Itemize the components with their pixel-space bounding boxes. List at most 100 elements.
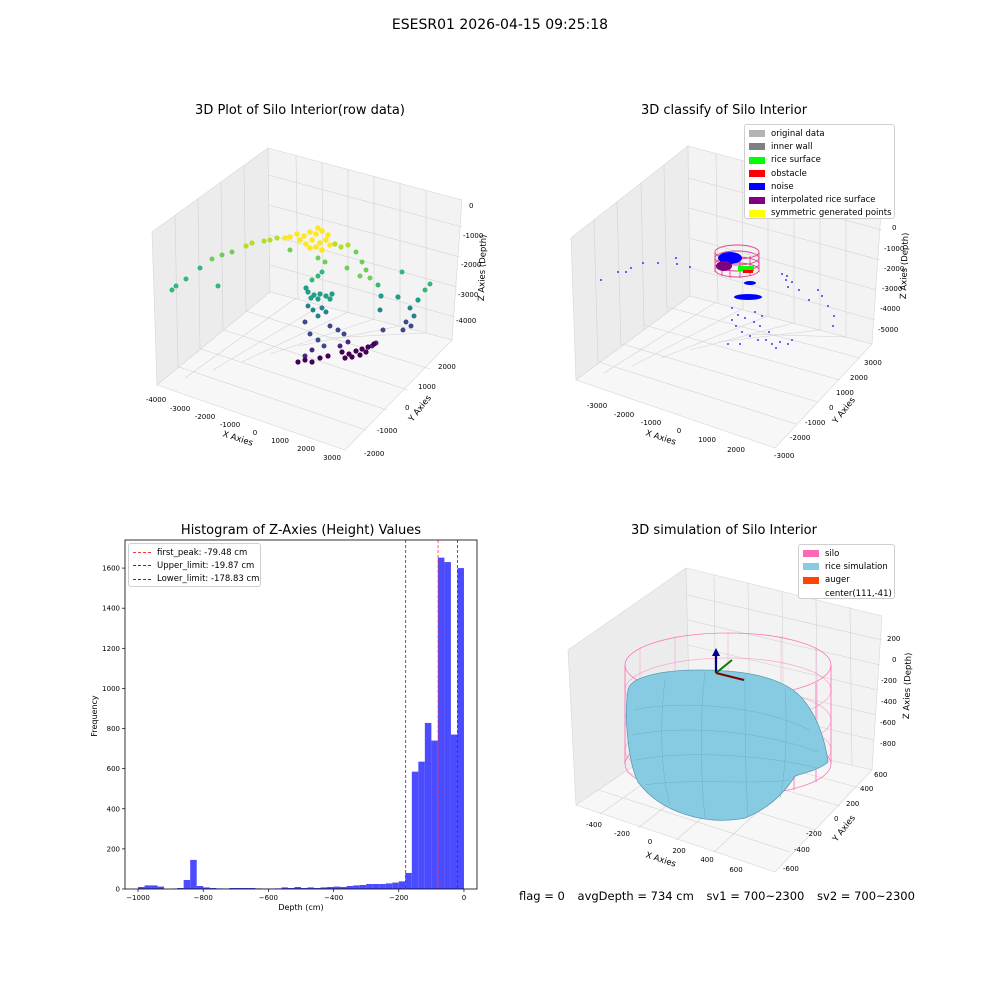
p4-tick-labels: -400 -200 0 200 400 600 -600 -400 -200 0… [586,635,900,874]
p1-zlabel: Z Axies (Depth) [477,234,489,301]
histogram-ytick-label: 400 [107,805,120,813]
legend-swatch [133,565,151,567]
legend-swatch [803,576,819,584]
p4-ztick: -600 [880,719,896,727]
p2-xtick: -3000 [587,402,607,410]
histogram-bar [235,887,243,889]
legend-item: rice simulation [803,560,890,573]
status-sv2: sv2 = 700~2300 [817,889,915,903]
p2-class-points [600,252,835,349]
legend-item: interpolated rice surface [749,193,890,206]
histogram-bar [437,557,445,889]
p4-rice-surface [626,669,829,821]
histogram-bar [138,886,145,889]
legend-label: Lower_limit: -178.83 cm [157,574,260,585]
p4-xtick: 0 [648,838,652,846]
legend-swatch [749,209,765,217]
histogram-ytick-label: 0 [116,886,120,894]
histogram-bar [353,885,360,889]
histogram-bar [424,722,432,889]
p1-xlabel: X Axies [221,429,254,448]
histogram-legend: first_peak: -79.48 cm Upper_limit: -19.8… [128,543,261,587]
legend-swatch [749,170,765,178]
p4-ytick: -200 [806,830,822,838]
histogram-bars [138,557,464,889]
histogram-bar [398,881,406,889]
histogram-bar [151,885,158,889]
histogram-chart: −1000 −800 −600 −400 −200 0 0 200 400 600 800 1000… [90,539,478,912]
legend-item: Upper_limit: -19.87 cm [133,559,256,572]
p2-xtick: 1000 [698,436,716,444]
legend-label: Upper_limit: -19.87 cm [157,560,255,571]
p1-xtick: 1000 [271,437,289,445]
histogram-bar [157,886,165,889]
histogram-vlines [405,540,458,889]
histogram-bar [144,885,152,889]
p1-ytick: 2000 [438,363,456,371]
p2-xtick: 0 [677,427,681,435]
histogram-bar [405,872,412,889]
p1-xtick: -4000 [146,396,166,404]
p4-ytick: -400 [794,846,810,854]
p1-ztick: -1000 [463,232,483,240]
histogram-bar [372,883,380,889]
p2-ytick: -1000 [805,419,825,427]
p2-tick-labels: -3000 -2000 -1000 0 1000 2000 -3000 -200… [587,224,905,460]
legend-item: original data [749,127,890,140]
histogram-bar [450,734,458,889]
legend-label: center(111,-41) [825,588,892,599]
p4-ztick: -400 [881,698,897,706]
p2-xtick: 2000 [727,446,745,454]
legend-label: first_peak: -79.48 cm [157,547,248,558]
p4-ztick: -200 [881,677,897,685]
legend-label: symmetric generated points [771,208,892,219]
legend-label: noise [771,181,794,192]
p2-ztick: -3000 [882,285,902,293]
histogram-bar [411,771,419,889]
legend-label: rice simulation [825,561,888,572]
p2-ztick: -4000 [880,305,900,313]
legend-item: inner wall [749,140,890,153]
p2-ztick: 0 [892,224,896,232]
p2-ylabel: Y Axies [830,395,858,427]
p2-ytick: -3000 [774,452,794,460]
p1-ztick: -3000 [458,291,478,299]
p2-ztick: -2000 [884,265,904,273]
p4-xtick: 200 [672,847,685,855]
histogram-bar [385,883,393,889]
panel3-title: Histogram of Z-Axies (Height) Values [180,523,422,538]
p4-legend: silo rice simulation auger center(111,-4… [798,544,895,599]
p1-xtick: 3000 [323,454,341,462]
histogram-bar [346,885,354,889]
p1-tick-labels: -4000 -3000 -2000 -1000 0 1000 2000 3000… [146,202,484,462]
histogram-ytick-label: 1200 [102,645,120,653]
legend-swatch [749,156,765,164]
p1-points [169,225,433,365]
histogram-bar [229,887,236,889]
legend-label: original data [771,128,825,139]
histogram-bar [287,887,295,889]
histogram-xticks: −1000 −800 −600 −400 −200 0 [126,889,466,902]
p1-ztick: -2000 [461,261,481,269]
legend-item: center(111,-41) [803,587,892,600]
legend-item: silo [803,547,890,560]
histogram-xtick-label: −200 [389,894,408,902]
histogram-yticks: 0 200 400 600 800 1000 1200 1400 1600 [102,565,125,894]
legend-item: obstacle [749,167,890,180]
histogram-bar [203,887,210,889]
histogram-xtick-label: 0 [462,894,466,902]
legend-swatch [133,552,151,554]
histogram-xlabel: Depth (cm) [278,903,323,912]
histogram-xtick-label: −400 [324,894,343,902]
p1-xtick: -1000 [220,421,240,429]
p4-ytick: 0 [834,815,838,823]
panel1-3d-scatter: -4000 -3000 -2000 -1000 0 1000 2000 3000… [146,147,489,462]
legend-label: rice surface [771,155,821,166]
p4-xtick: -200 [614,830,630,838]
p1-ytick: 0 [405,404,409,412]
histogram-bar [294,886,301,889]
p1-ztick: 0 [469,202,473,210]
histogram-bar [248,887,256,889]
histogram-bar [301,887,308,889]
p1-xtick: 2000 [297,445,315,453]
